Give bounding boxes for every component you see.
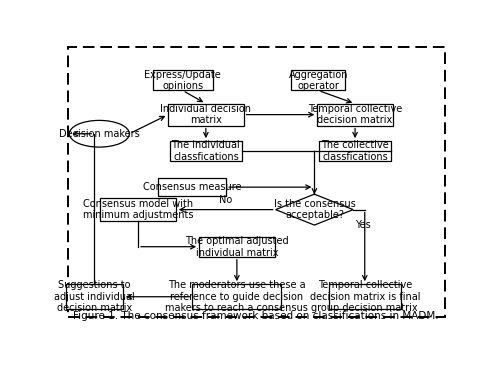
FancyBboxPatch shape <box>66 284 123 310</box>
Text: Express/Update
opinions: Express/Update opinions <box>144 70 221 91</box>
FancyBboxPatch shape <box>192 284 282 310</box>
Ellipse shape <box>70 120 130 147</box>
Text: Aggregation
operator: Aggregation operator <box>288 70 348 91</box>
Text: Decision makers: Decision makers <box>59 129 140 139</box>
FancyBboxPatch shape <box>318 104 393 126</box>
Text: The collective
classfications: The collective classfications <box>321 141 389 162</box>
Polygon shape <box>276 194 353 225</box>
Text: The individual
classfications: The individual classfications <box>172 141 240 162</box>
FancyBboxPatch shape <box>68 47 445 317</box>
FancyBboxPatch shape <box>319 141 391 161</box>
FancyBboxPatch shape <box>329 284 400 310</box>
FancyBboxPatch shape <box>168 104 244 126</box>
Text: Consensus model with
minimum adjustments: Consensus model with minimum adjustments <box>83 199 194 220</box>
Text: Temporal collective
decision matrix: Temporal collective decision matrix <box>308 104 402 126</box>
Text: Yes: Yes <box>355 220 370 230</box>
Text: The moderators use these a
reference to guide decision
makers to reach a consens: The moderators use these a reference to … <box>166 280 308 313</box>
FancyBboxPatch shape <box>158 178 226 196</box>
FancyBboxPatch shape <box>291 70 346 91</box>
Text: Is the consensus
acceptable?: Is the consensus acceptable? <box>274 199 355 220</box>
Text: Temporal collective
decision matrix is final
group decision matrix: Temporal collective decision matrix is f… <box>310 280 420 313</box>
FancyBboxPatch shape <box>100 199 176 221</box>
Text: Suggestions to
adjust individual
decision matrix: Suggestions to adjust individual decisio… <box>54 280 134 313</box>
Text: Consensus measure: Consensus measure <box>143 182 242 192</box>
Text: Individual decision
matrix: Individual decision matrix <box>160 104 252 126</box>
FancyBboxPatch shape <box>152 70 212 91</box>
Text: The optimal adjusted
individual matrix: The optimal adjusted individual matrix <box>185 236 288 258</box>
FancyBboxPatch shape <box>170 141 242 161</box>
FancyBboxPatch shape <box>199 237 274 257</box>
Text: No: No <box>219 195 232 204</box>
Text: Figure 1. The consensus framework based on classifications in MADM.: Figure 1. The consensus framework based … <box>74 311 439 322</box>
